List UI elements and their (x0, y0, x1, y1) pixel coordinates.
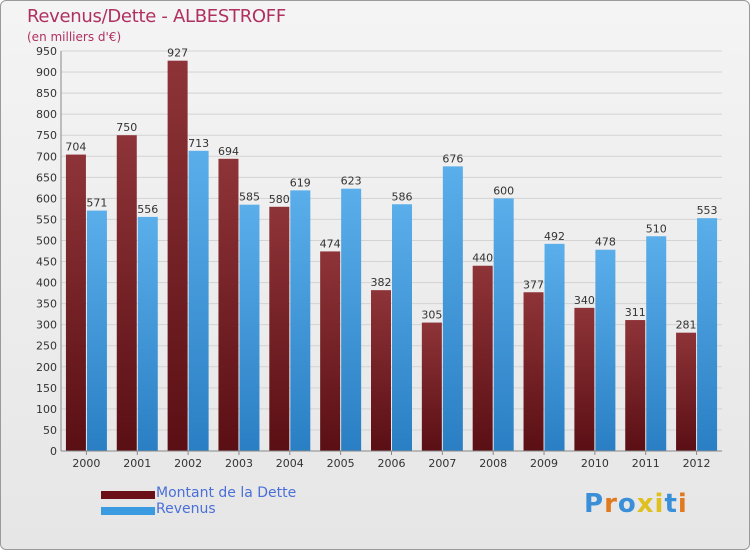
data-label-montant-de-la-dette-2007: 305 (421, 309, 442, 322)
y-tick-label-700: 700 (36, 150, 57, 163)
bar-montant-de-la-dette-2004 (269, 206, 290, 451)
data-label-revenus-2007: 676 (442, 152, 463, 165)
data-label-montant-de-la-dette-2004: 580 (269, 193, 290, 206)
y-tick-label-850: 850 (36, 87, 57, 100)
data-label-montant-de-la-dette-2003: 694 (218, 145, 239, 158)
data-label-montant-de-la-dette-2012: 281 (676, 319, 697, 332)
data-label-montant-de-la-dette-2005: 474 (320, 237, 341, 250)
data-label-revenus-2002: 713 (188, 137, 209, 150)
bar-montant-de-la-dette-2006 (371, 290, 391, 451)
data-label-revenus-2011: 510 (646, 222, 667, 235)
bar-revenus-2008 (493, 198, 514, 451)
legend-label-revenus: Revenus (156, 501, 216, 517)
x-tick-label-2004: 2004 (276, 457, 304, 470)
x-tick-label-2012: 2012 (683, 457, 711, 470)
x-tick-label-2000: 2000 (72, 457, 100, 470)
y-tick-label-400: 400 (36, 277, 57, 290)
bar-revenus-2003 (239, 204, 260, 451)
bar-montant-de-la-dette-2001 (116, 135, 137, 452)
bar-montant-de-la-dette-2005 (320, 251, 341, 451)
bar-revenus-2005 (341, 188, 362, 451)
data-label-montant-de-la-dette-2011: 311 (625, 306, 646, 319)
chart-subtitle: (en milliers d'€) (27, 30, 122, 44)
x-tick-label-2011: 2011 (632, 457, 660, 470)
y-tick-label-0: 0 (50, 445, 57, 458)
x-tick-label-2005: 2005 (327, 457, 355, 470)
y-tick-label-600: 600 (36, 192, 57, 205)
data-label-montant-de-la-dette-2006: 382 (371, 276, 392, 289)
data-label-revenus-2008: 600 (493, 184, 514, 197)
y-tick-label-250: 250 (36, 340, 57, 353)
bar-revenus-2012 (697, 218, 718, 451)
bar-revenus-2011 (646, 236, 667, 451)
data-label-montant-de-la-dette-2001: 750 (116, 121, 137, 134)
y-tick-label-100: 100 (36, 403, 57, 416)
y-tick-label-350: 350 (36, 298, 57, 311)
legend-label-debt: Montant de la Dette (156, 485, 297, 501)
legend-swatch-debt (101, 491, 155, 499)
data-label-revenus-2004: 619 (290, 176, 311, 189)
bar-montant-de-la-dette-2000 (65, 154, 86, 451)
data-label-montant-de-la-dette-2010: 340 (574, 294, 595, 307)
data-label-revenus-2010: 478 (595, 236, 616, 249)
bar-montant-de-la-dette-2009 (523, 292, 544, 451)
y-tick-label-450: 450 (36, 256, 57, 269)
x-tick-label-2007: 2007 (428, 457, 456, 470)
x-tick-label-2006: 2006 (378, 457, 406, 470)
legend-swatch-revenus (101, 507, 155, 515)
bar-montant-de-la-dette-2010 (574, 307, 595, 451)
bar-montant-de-la-dette-2008 (472, 265, 493, 451)
y-tick-label-550: 550 (36, 213, 57, 226)
bar-revenus-2007 (442, 166, 463, 452)
y-tick-label-200: 200 (36, 361, 57, 374)
x-tick-label-2002: 2002 (174, 457, 202, 470)
proxiti-logo: Proxiti (584, 489, 688, 519)
y-tick-label-150: 150 (36, 382, 57, 395)
y-tick-label-500: 500 (36, 234, 57, 247)
x-tick-label-2008: 2008 (479, 457, 507, 470)
data-label-montant-de-la-dette-2008: 440 (472, 252, 493, 265)
bar-montant-de-la-dette-2003 (218, 158, 239, 451)
data-label-montant-de-la-dette-2002: 927 (167, 47, 188, 60)
y-tick-label-950: 950 (36, 45, 57, 58)
bar-revenus-2010 (595, 249, 616, 451)
bar-revenus-2002 (188, 150, 209, 451)
bar-montant-de-la-dette-2007 (421, 322, 442, 451)
bar-montant-de-la-dette-2011 (625, 320, 646, 451)
data-label-revenus-2000: 571 (86, 197, 107, 210)
chart-title: Revenus/Dette - ALBESTROFF (27, 6, 286, 27)
data-label-revenus-2001: 556 (137, 203, 158, 216)
bar-revenus-2006 (392, 204, 412, 451)
y-tick-label-50: 50 (43, 424, 57, 437)
data-label-revenus-2005: 623 (341, 175, 362, 188)
bar-montant-de-la-dette-2012 (676, 332, 697, 451)
bar-revenus-2001 (137, 216, 158, 451)
data-label-montant-de-la-dette-2000: 704 (65, 141, 86, 154)
x-tick-label-2001: 2001 (123, 457, 151, 470)
bar-revenus-2004 (290, 190, 311, 452)
y-tick-label-300: 300 (36, 319, 57, 332)
y-tick-label-750: 750 (36, 129, 57, 142)
bar-montant-de-la-dette-2002 (167, 60, 188, 452)
y-tick-label-800: 800 (36, 108, 57, 121)
data-label-revenus-2003: 585 (239, 191, 260, 204)
bar-revenus-2009 (544, 243, 565, 451)
bar-revenus-2000 (86, 210, 107, 451)
data-label-revenus-2006: 586 (392, 190, 413, 203)
x-tick-label-2009: 2009 (530, 457, 558, 470)
x-tick-label-2003: 2003 (225, 457, 253, 470)
data-label-montant-de-la-dette-2009: 377 (523, 278, 544, 291)
data-label-revenus-2009: 492 (544, 230, 565, 243)
y-tick-label-900: 900 (36, 66, 57, 79)
y-tick-label-650: 650 (36, 171, 57, 184)
x-tick-label-2010: 2010 (581, 457, 609, 470)
data-label-revenus-2012: 553 (697, 204, 718, 217)
